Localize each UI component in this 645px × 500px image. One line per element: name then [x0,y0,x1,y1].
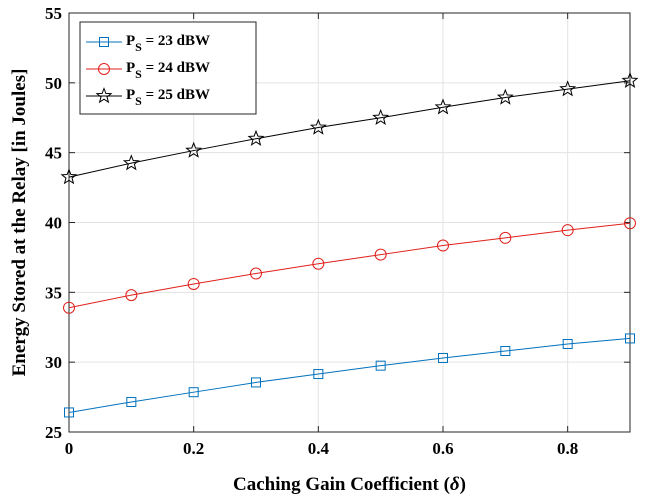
data-point-marker [122,154,140,171]
data-point-marker [125,289,138,302]
data-point-marker [313,369,324,380]
series-line [68,80,631,178]
data-point-marker [185,141,203,158]
y-tick-label: 35 [45,283,62,302]
data-point-marker [95,87,113,104]
data-point-marker [126,396,137,407]
data-point-marker [374,248,387,261]
x-tick-label: 0.2 [183,439,204,458]
legend-label: PS = 25 dBW [126,87,210,108]
x-tick-label: 0 [65,439,74,458]
y-tick-label: 30 [45,353,62,372]
data-point-marker [60,168,78,185]
data-point-marker [372,108,390,125]
y-tick-label: 50 [45,74,62,93]
data-point-marker [438,352,448,363]
data-point-marker [437,239,449,252]
data-point-marker [562,339,573,350]
x-tick-label: 0.4 [308,439,330,458]
data-point-marker [309,118,327,135]
x-axis-title: Caching Gain Coefficient (δ) [233,474,466,495]
x-tick-label: 0.6 [432,439,453,458]
grid [69,13,630,432]
series-line [68,222,631,309]
data-point-marker [559,80,577,97]
data-point-marker [64,407,74,418]
y-axis-title: Energy Stored at the Relay [in Joules] [9,69,30,377]
series-2 [63,217,636,314]
data-point-marker [625,333,635,344]
data-point-marker [250,267,262,280]
data-point-marker [499,231,512,244]
legend-item: PS = 23 dBW [86,33,210,54]
series-1 [64,333,635,418]
data-point-marker [434,98,452,115]
data-point-marker [312,257,325,270]
y-tick-label: 55 [45,4,62,23]
legend-item: PS = 24 dBW [86,60,210,81]
data-point-marker [187,277,200,290]
series-group [60,71,639,418]
x-tick-label: 0.8 [557,439,578,458]
axis-ticks: 0 0.2 0.4 0.6 0.8 25 30 35 40 45 50 55 [45,4,630,458]
legend-item: PS = 25 dBW [86,87,210,108]
legend-label: PS = 24 dBW [126,60,210,81]
data-point-marker [561,224,574,237]
data-point-marker [624,217,636,230]
data-point-marker [621,71,639,88]
legend-label: PS = 23 dBW [126,33,210,54]
data-point-marker [500,345,511,356]
data-point-marker [496,88,514,105]
data-point-marker [188,387,199,398]
data-point-marker [99,37,109,47]
y-tick-label: 40 [45,214,62,233]
series-line [68,337,631,413]
y-tick-label: 45 [45,144,62,163]
data-point-marker [251,377,261,388]
data-point-marker [247,129,265,146]
legend: PS = 23 dBW PS = 24 dBW PS = 25 dBW [79,21,257,115]
data-point-marker [375,360,386,371]
data-point-marker [63,301,75,314]
data-point-marker [98,63,110,75]
series-3 [60,71,639,185]
y-tick-label: 25 [45,423,62,442]
